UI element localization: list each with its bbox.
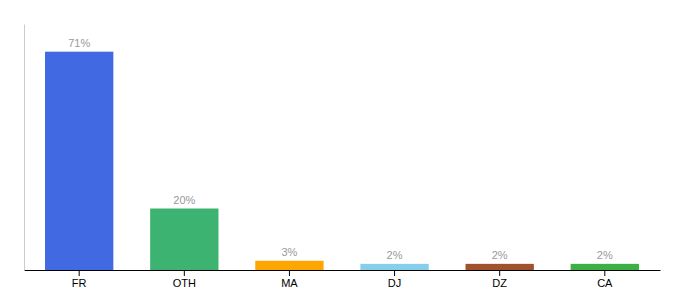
x-tick-label: DZ: [492, 277, 507, 289]
x-tick-mark: [289, 270, 290, 276]
chart-svg: FR OTH MA DJ DZ CA 71% 20% 3% 2% 2% 2%: [0, 0, 680, 300]
x-tick: DJ: [388, 270, 401, 289]
x-tick-label: OTH: [173, 277, 196, 289]
x-tick: OTH: [173, 270, 196, 289]
y-axis-line: [24, 25, 25, 271]
bar: [255, 261, 323, 270]
data-label: 3%: [281, 246, 297, 258]
bar: [571, 264, 639, 270]
data-label: 2%: [597, 249, 613, 261]
x-tick-mark: [499, 270, 500, 276]
data-label: 20%: [173, 194, 195, 206]
x-tick-label: CA: [597, 277, 613, 289]
bar: [466, 264, 534, 270]
x-tick-mark: [79, 270, 80, 276]
x-tick-mark: [184, 270, 185, 276]
x-tick-label: MA: [281, 277, 298, 289]
x-tick: MA: [281, 270, 298, 289]
bar: [150, 209, 218, 271]
bar: [45, 52, 113, 270]
x-tick-label: DJ: [388, 277, 401, 289]
x-tick-mark: [394, 270, 395, 276]
x-axis: FR OTH MA DJ DZ CA: [25, 270, 661, 289]
data-label: 2%: [387, 249, 403, 261]
x-tick: DZ: [492, 270, 507, 289]
bar: [360, 264, 428, 270]
x-tick-mark: [604, 270, 605, 276]
x-tick-label: FR: [72, 277, 87, 289]
plot: FR OTH MA DJ DZ CA 71% 20% 3% 2% 2% 2%: [25, 25, 661, 289]
data-label: 71%: [68, 37, 90, 49]
x-tick: FR: [72, 270, 87, 289]
data-label: 2%: [492, 249, 508, 261]
data-labels: 71% 20% 3% 2% 2% 2%: [68, 37, 613, 261]
y-axis: [24, 25, 25, 271]
x-tick: CA: [597, 270, 613, 289]
x-axis-line: [25, 270, 661, 271]
bars: [45, 52, 639, 270]
